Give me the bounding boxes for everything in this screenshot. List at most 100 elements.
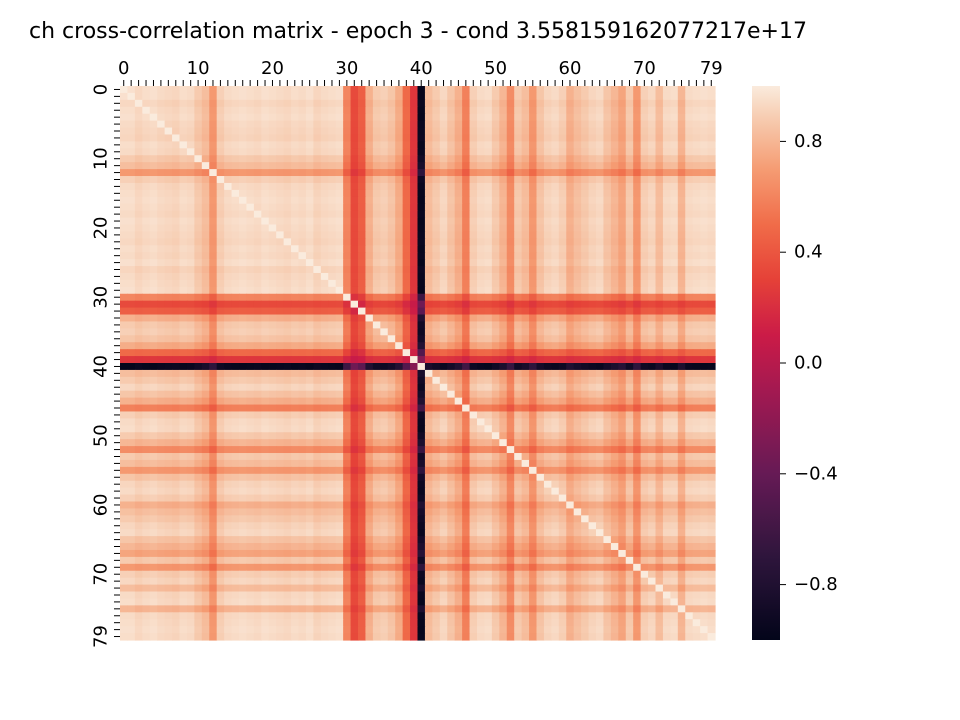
heatmap-cell bbox=[610, 404, 619, 413]
heatmap-cell bbox=[283, 342, 292, 350]
heatmap-cell bbox=[157, 134, 166, 142]
heatmap-cell bbox=[142, 272, 151, 281]
heatmap-cell bbox=[543, 134, 552, 142]
heatmap-cell bbox=[305, 182, 314, 191]
heatmap-cell bbox=[469, 176, 478, 184]
heatmap-cell bbox=[558, 342, 567, 350]
heatmap-cell bbox=[692, 293, 701, 302]
heatmap-cell bbox=[291, 169, 300, 177]
heatmap-cell bbox=[677, 425, 686, 433]
heatmap-cell bbox=[424, 252, 433, 260]
heatmap-cell bbox=[231, 404, 240, 413]
heatmap-cell bbox=[410, 155, 419, 163]
heatmap-cell bbox=[127, 494, 136, 503]
heatmap-cell bbox=[201, 342, 210, 350]
heatmap-cell bbox=[596, 99, 605, 108]
heatmap-cell bbox=[127, 293, 136, 302]
heatmap-cell bbox=[298, 169, 307, 177]
heatmap-cell bbox=[246, 176, 255, 184]
heatmap-cell bbox=[491, 252, 500, 260]
heatmap-cell bbox=[179, 494, 188, 503]
heatmap-cell bbox=[402, 106, 411, 115]
heatmap-cell bbox=[120, 238, 129, 246]
heatmap-cell bbox=[313, 113, 322, 122]
heatmap-cell bbox=[224, 272, 233, 281]
heatmap-cell bbox=[543, 383, 552, 392]
heatmap-cell bbox=[610, 231, 619, 239]
heatmap-cell bbox=[484, 404, 493, 413]
heatmap-cell bbox=[134, 328, 143, 336]
heatmap-cell bbox=[142, 182, 151, 191]
heatmap-cell bbox=[529, 439, 538, 447]
heatmap-cell bbox=[216, 328, 225, 336]
heatmap-cell bbox=[246, 473, 255, 482]
heatmap-cell bbox=[358, 439, 367, 447]
heatmap-cell bbox=[231, 321, 240, 329]
heatmap-cell bbox=[172, 508, 181, 516]
heatmap-cell bbox=[127, 113, 136, 122]
heatmap-cell bbox=[305, 300, 314, 309]
heatmap-cell bbox=[439, 189, 448, 198]
heatmap-cell bbox=[603, 383, 612, 392]
heatmap-cell bbox=[491, 182, 500, 191]
heatmap-cell bbox=[581, 356, 590, 364]
heatmap-cell bbox=[120, 113, 129, 122]
heatmap-cell bbox=[201, 182, 210, 191]
heatmap-cell bbox=[365, 106, 374, 115]
heatmap-cell bbox=[655, 86, 664, 94]
heatmap-cell bbox=[201, 203, 210, 212]
heatmap-cell bbox=[402, 321, 411, 329]
heatmap-cell bbox=[610, 466, 619, 475]
heatmap-cell bbox=[209, 487, 218, 496]
heatmap-cell bbox=[692, 141, 701, 149]
heatmap-cell bbox=[566, 196, 575, 205]
heatmap-cell bbox=[350, 487, 359, 496]
heatmap-cell bbox=[662, 134, 671, 142]
heatmap-cell bbox=[216, 134, 225, 142]
heatmap-cell bbox=[469, 383, 478, 392]
heatmap-cell bbox=[358, 515, 367, 523]
heatmap-cell bbox=[447, 418, 456, 426]
heatmap-cell bbox=[521, 404, 530, 413]
heatmap-cell bbox=[149, 217, 158, 226]
heatmap-cell bbox=[685, 328, 694, 336]
heatmap-cell bbox=[358, 106, 367, 115]
heatmap-cell bbox=[648, 231, 657, 239]
heatmap-cell bbox=[588, 196, 597, 205]
heatmap-cell bbox=[536, 383, 545, 392]
heatmap-cell bbox=[499, 86, 508, 94]
heatmap-cell bbox=[477, 321, 486, 329]
heatmap-cell bbox=[514, 363, 523, 371]
heatmap-cell bbox=[491, 134, 500, 142]
heatmap-cell bbox=[157, 473, 166, 482]
heatmap-cell bbox=[224, 459, 233, 468]
heatmap-cell bbox=[194, 307, 203, 316]
heatmap-cell bbox=[149, 369, 158, 378]
heatmap-cell bbox=[633, 86, 642, 94]
heatmap-cell bbox=[291, 189, 300, 198]
heatmap-cell bbox=[283, 515, 292, 523]
heatmap-cell bbox=[335, 196, 344, 205]
heatmap-cell bbox=[387, 238, 396, 246]
heatmap-cell bbox=[707, 127, 716, 136]
heatmap-cell bbox=[551, 293, 560, 302]
heatmap-cell bbox=[551, 369, 560, 378]
heatmap-cell bbox=[201, 272, 210, 281]
heatmap-cell bbox=[365, 404, 374, 413]
heatmap-cell bbox=[462, 508, 471, 516]
heatmap-cell bbox=[484, 335, 493, 343]
heatmap-cell bbox=[253, 342, 262, 350]
heatmap-cell bbox=[677, 390, 686, 399]
heatmap-cell bbox=[543, 86, 552, 94]
heatmap-cell bbox=[439, 411, 448, 419]
heatmap-cell bbox=[610, 169, 619, 177]
heatmap-cell bbox=[655, 300, 664, 309]
heatmap-cell bbox=[402, 279, 411, 288]
heatmap-cell bbox=[253, 314, 262, 323]
heatmap-cell bbox=[633, 259, 642, 267]
heatmap-cell bbox=[164, 369, 173, 378]
heatmap-cell bbox=[454, 217, 463, 226]
heatmap-cell bbox=[633, 120, 642, 129]
heatmap-cell bbox=[700, 196, 709, 205]
heatmap-cell bbox=[350, 383, 359, 392]
